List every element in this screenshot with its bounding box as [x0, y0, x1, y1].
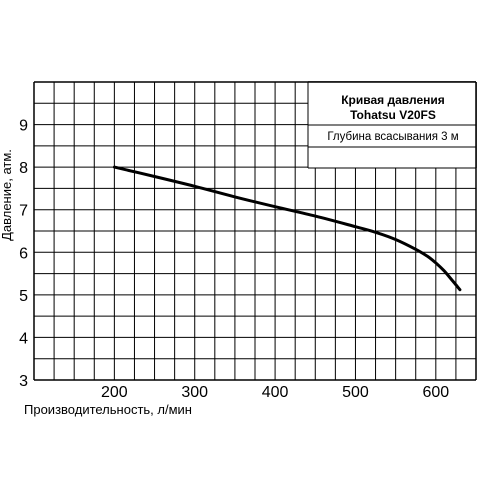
legend-box-borders	[307, 81, 477, 169]
suction-depth-annotation: Глубина всасывания 3 м	[327, 131, 458, 143]
x-tick-label: 300	[181, 384, 208, 401]
y-tick-labels: 3 4 5 6 7 8 9	[19, 118, 28, 390]
x-axis-label: Производительность, л/мин	[24, 402, 192, 417]
x-tick-label: 500	[342, 384, 369, 401]
x-tick-label: 600	[422, 384, 449, 401]
x-tick-label: 200	[101, 384, 128, 401]
pressure-curve-line	[112, 165, 462, 292]
y-tick-label: 7	[19, 203, 28, 220]
y-tick-label: 5	[19, 288, 28, 305]
chart-title: Кривая давления	[341, 93, 445, 107]
x-tick-label: 400	[262, 384, 289, 401]
y-tick-label: 8	[19, 160, 28, 177]
x-tick-labels: 200 300 400 500 600	[101, 384, 449, 401]
y-tick-label: 6	[19, 245, 28, 262]
chart-subtitle: Tohatsu V20FS	[350, 108, 436, 122]
y-tick-label: 3	[19, 373, 28, 390]
y-axis-label: Давление, атм.	[0, 149, 14, 241]
y-tick-label: 9	[19, 118, 28, 135]
y-tick-label: 4	[19, 330, 28, 347]
